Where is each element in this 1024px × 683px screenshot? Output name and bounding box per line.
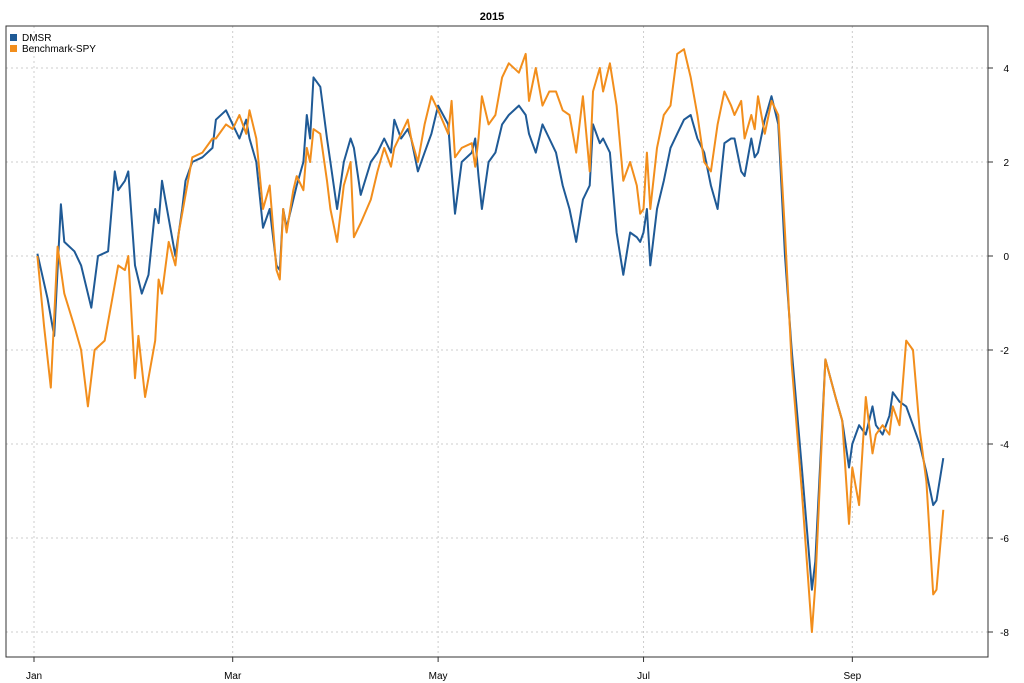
series-line-benchmark-spy (36, 48, 945, 633)
plot-frame (5, 25, 989, 658)
legend: DMSR Benchmark-SPY (10, 33, 96, 55)
legend-label-dmsr: DMSR (22, 33, 51, 44)
x-tick-label: Sep (843, 671, 861, 682)
chart-title: 2015 (480, 11, 504, 23)
x-tick-label: Mar (224, 671, 242, 682)
legend-swatch-dmsr (10, 34, 17, 41)
x-tick-label: Jul (637, 671, 650, 682)
legend-label-benchmark-spy: Benchmark-SPY (22, 44, 96, 55)
legend-swatch-benchmark-spy (10, 45, 17, 52)
series-line-dmsr (36, 76, 945, 591)
y-tick-label: -8 (1000, 628, 1009, 639)
x-tick-label: Jan (26, 671, 42, 682)
x-axis: Jan Mar May Jul Sep (26, 657, 862, 682)
grid (6, 26, 988, 657)
y-tick-label: -2 (1000, 346, 1009, 357)
y-tick-label: 4 (1003, 64, 1009, 75)
series-lines (36, 48, 945, 633)
y-tick-label: -6 (1000, 534, 1009, 545)
x-tick-label: May (429, 671, 448, 682)
y-tick-label: -4 (1000, 440, 1009, 451)
y-tick-label: 0 (1003, 252, 1009, 263)
y-tick-label: 2 (1003, 158, 1009, 169)
y-axis: 4 2 0 -2 -4 -6 -8 (988, 64, 1009, 639)
